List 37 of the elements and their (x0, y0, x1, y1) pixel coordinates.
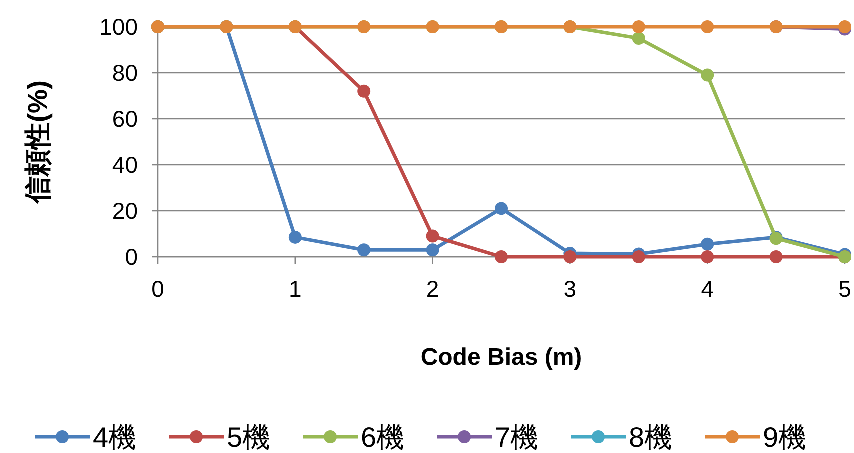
legend-label: 7機 (495, 422, 539, 453)
point (288, 230, 302, 244)
y-tick-label: 60 (112, 106, 138, 132)
y-tick-label: 100 (100, 14, 138, 40)
x-tick-label: 2 (426, 276, 440, 302)
point (564, 250, 577, 264)
legend-label: 4機 (93, 422, 137, 453)
x-tick-label: 0 (152, 276, 164, 302)
point (701, 238, 714, 251)
y-tick-label: 40 (112, 152, 138, 178)
legend-label: 6機 (361, 422, 405, 453)
y-tick-label: 80 (112, 60, 138, 86)
x-axis-title: Code Bias (m) (420, 344, 582, 371)
legend-label: 9機 (763, 422, 807, 453)
legend-label: 8機 (629, 422, 673, 453)
point (632, 250, 646, 264)
point (426, 244, 440, 257)
point (838, 20, 852, 34)
point (632, 20, 646, 34)
point (358, 244, 371, 257)
point (632, 32, 646, 45)
y-tick-label: 0 (125, 244, 138, 270)
x-tick-label: 1 (289, 276, 302, 302)
legend-label: 5機 (227, 422, 271, 453)
point (495, 250, 508, 264)
x-tick-label: 3 (564, 276, 577, 302)
x-tick-label: 5 (838, 276, 852, 302)
x-tick-label: 4 (701, 276, 714, 302)
y-tick-label: 20 (112, 198, 138, 224)
point (426, 230, 440, 243)
point (701, 250, 714, 264)
y-axis-title: 信頼性(%) (23, 80, 53, 204)
point (358, 84, 371, 98)
point (701, 68, 714, 82)
point (495, 202, 508, 216)
point (770, 250, 783, 264)
point (701, 20, 714, 34)
